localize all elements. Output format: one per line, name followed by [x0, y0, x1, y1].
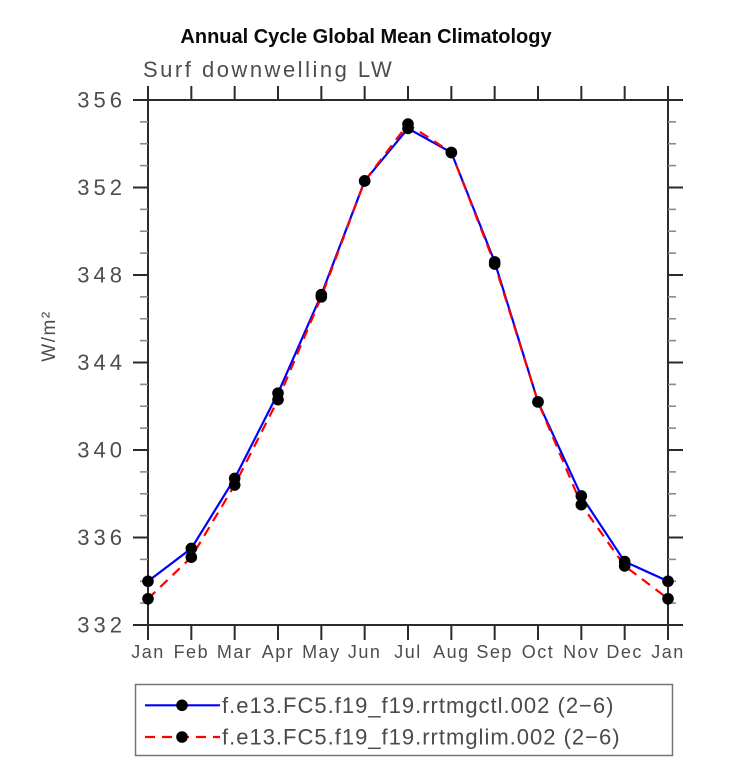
axis-tick-labels: Jan Feb Mar Apr May Jun Jul Aug Sep Oct Nov Dec Jan3…	[77, 88, 685, 663]
chart-title: Annual Cycle Global Mean Climatology	[180, 26, 552, 48]
x-axis-tick-label: Sep	[476, 642, 513, 662]
data-point-marker	[575, 490, 588, 502]
legend-label: f.e13.FC5.f19_f19.rrtmgctl.002 (2−6)	[222, 693, 614, 718]
x-axis-tick-label: Jan	[131, 642, 165, 662]
legend-marker-dot	[176, 731, 188, 743]
plot-frame	[133, 86, 683, 639]
legend: f.e13.FC5.f19_f19.rrtmgctl.002 (2−6) f.e1…	[134, 683, 674, 757]
legend-label: f.e13.FC5.f19_f19.rrtmglim.002 (2−6)	[222, 725, 621, 750]
y-axis-tick-label: 348	[77, 263, 126, 288]
x-axis-tick-label: Feb	[174, 642, 210, 662]
data-point-marker	[662, 592, 674, 605]
x-axis-tick-label: Jan	[651, 642, 685, 662]
data-point-marker	[142, 592, 154, 605]
data-series	[142, 118, 674, 605]
data-point-marker	[445, 146, 458, 159]
data-point-marker	[315, 291, 328, 303]
x-axis-tick-label: Aug	[433, 642, 470, 662]
data-point-marker	[402, 118, 414, 130]
x-axis-tick-label: May	[302, 642, 341, 662]
y-axis-tick-label: 352	[77, 175, 126, 200]
data-point-marker	[142, 575, 154, 588]
data-point-marker	[228, 479, 241, 491]
data-point-marker	[185, 551, 198, 563]
y-axis-tick-label: 340	[77, 438, 126, 463]
x-axis-tick-label: Jun	[348, 642, 382, 662]
y-axis-tick-label: 356	[77, 88, 126, 113]
legend-box	[134, 683, 674, 757]
chart-subtitle: Surf downwelling LW	[143, 57, 394, 82]
data-point-marker	[618, 560, 631, 572]
series-line-ctl	[147, 127, 669, 583]
series-line-lim	[147, 122, 669, 600]
data-point-marker	[488, 258, 501, 270]
y-axis-tick-label: 344	[77, 350, 126, 375]
y-axis-tick-label: 332	[77, 613, 126, 638]
legend-marker-dot	[176, 699, 188, 712]
axis-ticks	[133, 86, 683, 640]
x-axis-tick-label: Mar	[217, 642, 253, 662]
y-axis-tick-label: 336	[77, 525, 126, 550]
data-point-marker	[358, 175, 371, 187]
data-point-marker	[272, 393, 284, 406]
x-axis-tick-label: Apr	[262, 642, 295, 662]
x-axis-tick-label: Oct	[522, 642, 555, 662]
data-point-marker	[532, 396, 544, 408]
data-point-marker	[662, 575, 674, 588]
x-axis-tick-label: Nov	[563, 642, 600, 662]
y-axis-title: W/m²	[39, 310, 60, 361]
data-point-marker	[575, 498, 588, 511]
data-point-marker	[185, 542, 198, 555]
x-axis-tick-label: Dec	[606, 642, 643, 662]
x-axis-tick-label: Jul	[394, 642, 422, 662]
